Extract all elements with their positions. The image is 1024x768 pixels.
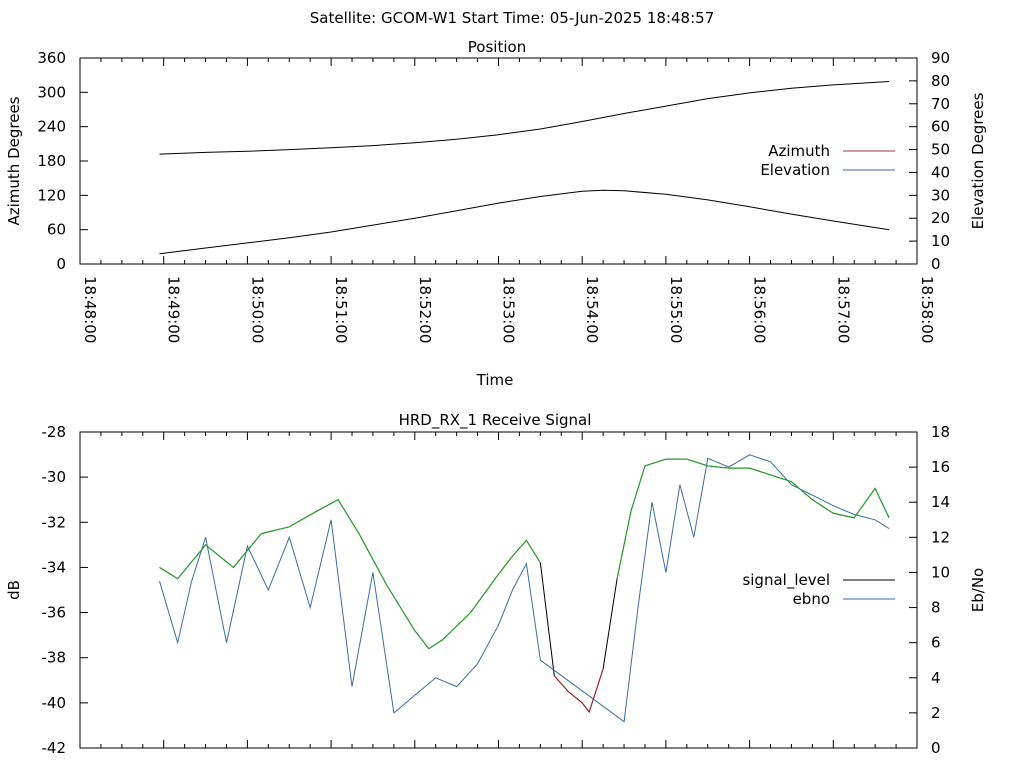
x-tick-label: 18:53:00 [500, 276, 518, 343]
legend-label-ebno: ebno [793, 590, 830, 608]
signal-y-ticks: -28 -30 -32 -34 -36 -38 -40 -42 [42, 423, 88, 757]
position-legend: Azimuth Elevation [760, 142, 895, 179]
x-tick-label: 18:55:00 [667, 276, 685, 343]
y-tick-label: -34 [42, 558, 67, 576]
x-tick-label: 18:49:00 [165, 276, 183, 343]
signal-chart-title: HRD_RX_1 Receive Signal [399, 411, 592, 430]
x-tick-label: 18:56:00 [751, 276, 769, 343]
y2-tick-label: 70 [931, 95, 950, 113]
y2-tick-label: 8 [931, 599, 941, 617]
y-tick-label: -28 [42, 423, 67, 441]
y-tick-label: -42 [42, 739, 67, 757]
position-chart-title: Position [468, 38, 526, 56]
signal-series [159, 454, 890, 723]
x-tick-label: 18:54:00 [583, 276, 601, 343]
signal-legend: signal_level ebno [742, 571, 895, 608]
y2-tick-label: 90 [931, 49, 950, 67]
x-tick-label: 18:50:00 [248, 276, 266, 343]
series-line-ebno [159, 454, 890, 723]
legend-label-elevation: Elevation [760, 161, 830, 179]
y-tick-label: -32 [42, 513, 67, 531]
position-x-axis-label: Time [476, 371, 514, 389]
series-line-red-3 [553, 668, 604, 713]
legend-label-azimuth: Azimuth [768, 142, 830, 160]
y2-tick-label: 16 [931, 458, 950, 476]
y2-tick-label: 80 [931, 72, 950, 90]
y-tick-label: 360 [37, 49, 66, 67]
position-y-axis-label: Azimuth Degrees [5, 96, 23, 225]
position-x-ticks: 18:48:00 18:49:00 18:50:00 18:51:00 18:52:00… [79, 58, 936, 343]
signal-x-ticks [79, 432, 918, 748]
y-tick-label: -38 [42, 649, 67, 667]
y-tick-label: 300 [37, 83, 66, 101]
y-tick-label: 120 [37, 186, 66, 204]
y2-tick-label: 2 [931, 704, 941, 722]
position-y2-ticks: 0 10 20 30 40 50 60 70 80 90 [909, 49, 950, 273]
y2-tick-label: 10 [931, 232, 950, 250]
y2-tick-label: 30 [931, 186, 950, 204]
y-tick-label: 60 [47, 221, 66, 239]
signal-y2-axis-label: Eb/No [969, 568, 987, 612]
y2-tick-label: 40 [931, 163, 950, 181]
y2-tick-label: 0 [931, 255, 941, 273]
series-line-Azimuth [159, 81, 890, 155]
y-tick-label: -36 [42, 604, 67, 622]
y2-tick-label: 18 [931, 423, 950, 441]
signal-y2-ticks: 0 2 4 6 8 10 12 14 16 18 [909, 423, 950, 757]
x-tick-label: 18:51:00 [332, 276, 350, 343]
y-tick-label: 180 [37, 152, 66, 170]
position-y-ticks: 0 60 120 180 240 300 360 [37, 49, 88, 273]
page-title: Satellite: GCOM-W1 Start Time: 05-Jun-20… [310, 9, 715, 27]
legend-label-signal-level: signal_level [742, 571, 830, 590]
y2-tick-label: 6 [931, 634, 941, 652]
y-tick-label: -30 [42, 468, 67, 486]
signal-plot-frame [79, 431, 918, 749]
y-tick-label: 0 [56, 255, 66, 273]
y2-tick-label: 12 [931, 528, 950, 546]
x-tick-label: 18:52:00 [416, 276, 434, 343]
position-chart: Position 18:48:00 18:49:00 18:50:00 18:51:0… [5, 38, 987, 389]
y2-tick-label: 10 [931, 563, 950, 581]
y2-tick-label: 60 [931, 118, 950, 136]
series-line-green-4 [616, 458, 890, 579]
x-tick-label: 18:57:00 [834, 276, 852, 343]
y2-tick-label: 20 [931, 209, 950, 227]
signal-chart: HRD_RX_1 Receive Signal -28-30-32-34-36-… [5, 411, 987, 757]
signal-y-axis-label: dB [5, 580, 23, 600]
series-line-Elevation [159, 189, 890, 255]
y-tick-label: -40 [42, 694, 67, 712]
y2-tick-label: 50 [931, 141, 950, 159]
position-series [159, 81, 890, 255]
y2-tick-label: 0 [931, 739, 941, 757]
y2-tick-label: 4 [931, 669, 941, 687]
series-line-green-2 [159, 499, 541, 650]
x-tick-label: 18:48:00 [81, 276, 99, 343]
x-tick-label: 18:58:00 [918, 276, 936, 343]
y2-tick-label: 14 [931, 493, 950, 511]
position-y2-axis-label: Elevation Degrees [969, 92, 987, 229]
y-tick-label: 240 [37, 118, 66, 136]
